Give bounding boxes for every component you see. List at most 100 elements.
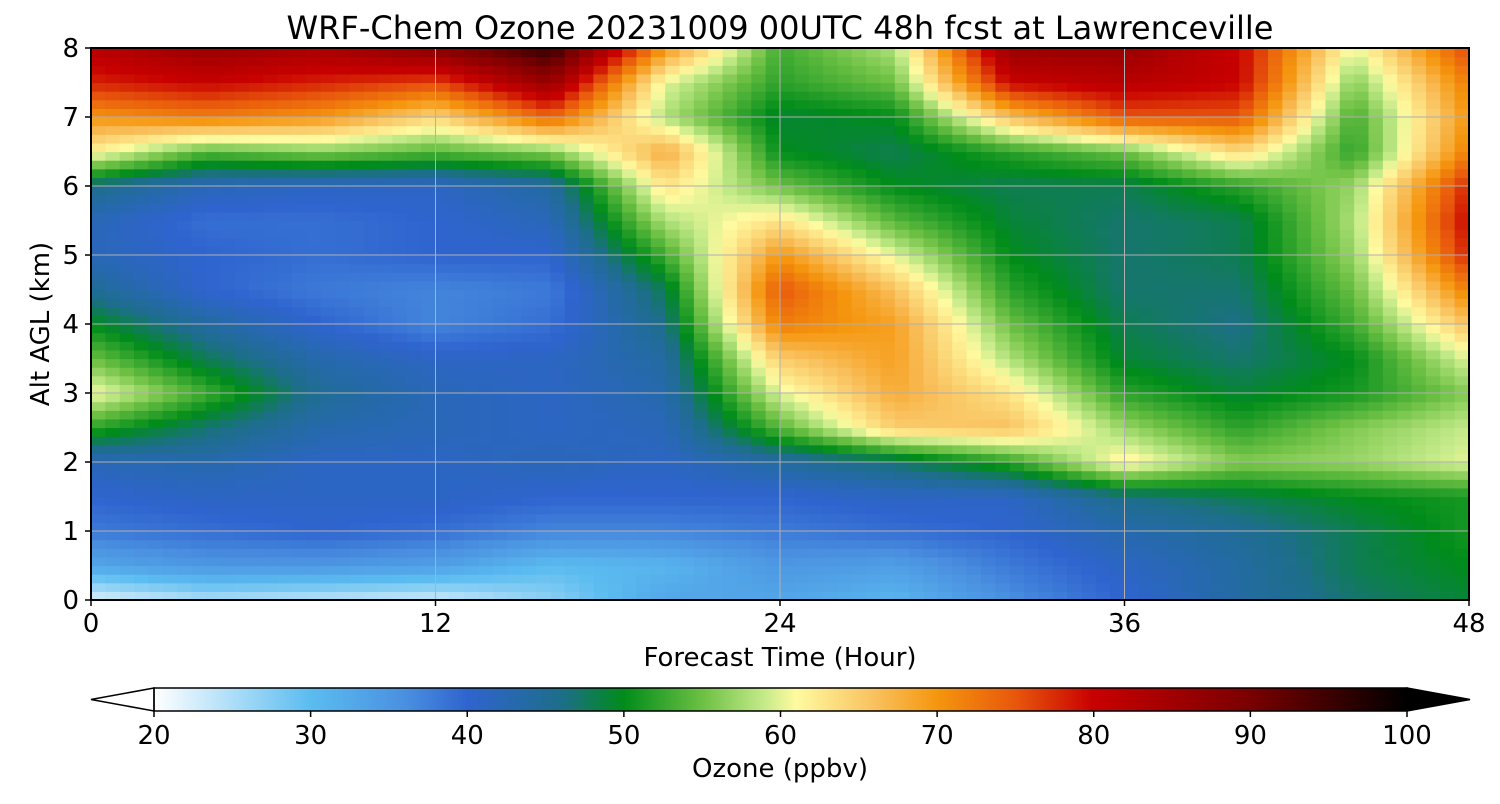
heatmap-cell: [162, 522, 178, 532]
heatmap-cell: [1138, 427, 1154, 437]
heatmap-cell: [507, 556, 523, 567]
heatmap-cell: [679, 229, 695, 239]
heatmap-cell: [980, 211, 996, 222]
heatmap-cell: [736, 272, 752, 282]
heatmap-cell: [736, 237, 752, 247]
heatmap-cell: [622, 324, 638, 334]
heatmap-cell: [378, 272, 394, 282]
heatmap-cell: [579, 367, 594, 377]
heatmap-cell: [607, 229, 623, 239]
heatmap-cell: [593, 255, 609, 265]
heatmap-cell: [823, 229, 839, 239]
heatmap-cell: [392, 565, 408, 575]
heatmap-cell: [880, 263, 896, 273]
heatmap-cell: [277, 168, 293, 178]
heatmap-cell: [550, 246, 566, 256]
heatmap-cell: [607, 237, 623, 247]
heatmap-cell: [579, 237, 594, 247]
heatmap-cell: [306, 591, 322, 600]
heatmap-cell: [1153, 263, 1169, 273]
heatmap-cell: [966, 289, 982, 299]
heatmap-cell: [1052, 160, 1068, 170]
heatmap-cell: [1138, 418, 1154, 429]
heatmap-cell: [880, 539, 896, 549]
heatmap-cell: [995, 91, 1011, 101]
heatmap-cell: [507, 349, 523, 360]
heatmap-cell: [693, 186, 709, 196]
heatmap-cell: [1196, 306, 1212, 316]
heatmap-cell: [464, 117, 480, 127]
heatmap-cell: [521, 289, 537, 299]
heatmap-cell: [105, 246, 121, 256]
heatmap-cell: [119, 255, 135, 265]
heatmap-cell: [535, 203, 551, 213]
heatmap-cell: [148, 237, 164, 247]
heatmap-cell: [866, 194, 882, 204]
heatmap-cell: [952, 393, 968, 403]
heatmap-cell: [736, 73, 752, 84]
heatmap-cell: [1095, 427, 1111, 437]
heatmap-cell: [234, 505, 250, 515]
heatmap-cell: [923, 591, 939, 600]
heatmap-cell: [119, 82, 135, 92]
heatmap-cell: [1038, 160, 1054, 170]
heatmap-cell: [837, 444, 853, 454]
heatmap-cell: [923, 574, 939, 584]
heatmap-cell: [1095, 505, 1111, 515]
heatmap-cell: [91, 263, 106, 273]
heatmap-cell: [1110, 255, 1126, 265]
heatmap-cell: [679, 117, 695, 127]
heatmap-cell: [148, 91, 164, 101]
heatmap-cell: [837, 298, 853, 308]
heatmap-cell: [363, 186, 379, 196]
heatmap-cell: [248, 505, 264, 515]
heatmap-cell: [1153, 358, 1169, 368]
heatmap-cell: [679, 539, 695, 549]
heatmap-cell: [220, 142, 236, 153]
heatmap-cell: [1138, 229, 1154, 239]
heatmap-cell: [1196, 65, 1212, 75]
heatmap-cell: [736, 591, 752, 600]
heatmap-cell: [421, 531, 437, 541]
heatmap-cell: [923, 194, 939, 204]
heatmap-cell: [363, 168, 379, 178]
heatmap-cell: [1196, 358, 1212, 368]
heatmap-cell: [650, 91, 666, 101]
heatmap-cell: [708, 298, 724, 308]
heatmap-cell: [866, 229, 882, 239]
heatmap-cell: [765, 160, 781, 170]
heatmap-cell: [622, 246, 638, 256]
heatmap-cell: [435, 134, 451, 144]
heatmap-cell: [708, 367, 724, 377]
heatmap-cell: [464, 73, 480, 84]
heatmap-cell: [593, 479, 609, 489]
heatmap-cell: [1181, 272, 1197, 282]
heatmap-cell: [119, 160, 135, 170]
heatmap-cell: [306, 91, 322, 101]
heatmap-cell: [1095, 462, 1111, 472]
heatmap-cell: [263, 384, 279, 394]
heatmap-cell: [507, 177, 523, 187]
heatmap-cell: [205, 272, 221, 282]
heatmap-cell: [1167, 91, 1183, 101]
heatmap-cell: [177, 401, 193, 411]
heatmap-cell: [952, 194, 968, 204]
heatmap-cell: [406, 142, 422, 153]
heatmap-cell: [1081, 341, 1097, 351]
heatmap-cell: [564, 48, 580, 58]
heatmap-cell: [1095, 384, 1111, 394]
heatmap-cell: [1067, 539, 1083, 549]
heatmap-cell: [91, 280, 106, 291]
heatmap-cell: [335, 117, 350, 127]
heatmap-cell: [492, 65, 508, 75]
heatmap-cell: [392, 108, 408, 118]
heatmap-cell: [837, 341, 853, 351]
heatmap-cell: [406, 255, 422, 265]
heatmap-cell: [421, 82, 437, 92]
heatmap-cell: [866, 582, 882, 592]
heatmap-cell: [306, 73, 322, 84]
heatmap-cell: [1181, 393, 1197, 403]
heatmap-cell: [1052, 48, 1068, 58]
heatmap-cell: [794, 591, 810, 600]
heatmap-cell: [449, 255, 465, 265]
